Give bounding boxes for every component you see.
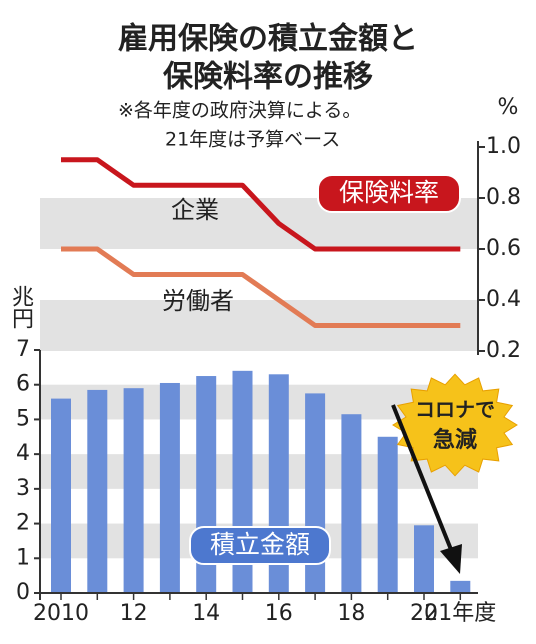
x-tick-label: 2010 <box>33 601 89 626</box>
bar <box>414 525 434 593</box>
x-tick-label: 12 <box>120 601 148 626</box>
bar <box>159 382 180 593</box>
bar <box>377 436 398 593</box>
y-tick-label: 0.4 <box>486 287 521 312</box>
title-line: 雇用保険の積立金額と <box>118 22 418 57</box>
chart-label: 積立金額 <box>210 530 310 559</box>
note-line: 21年度は予算ベース <box>165 129 340 151</box>
bar <box>87 389 108 593</box>
y-tick-label: 6 <box>16 372 30 397</box>
y-tick-label: 2 <box>16 511 30 536</box>
unit-label: 兆円 <box>8 285 33 329</box>
x-tick-label: 14 <box>192 601 220 626</box>
arrow-head <box>440 544 462 574</box>
x-tick-label: 18 <box>337 601 365 626</box>
label-box <box>189 526 331 565</box>
title-line: 保険料率の推移 <box>163 60 373 95</box>
arrow-shaft <box>391 404 454 553</box>
y-tick-label: 0.2 <box>486 338 521 363</box>
bar <box>341 414 362 593</box>
annotation: コロナで <box>415 398 495 422</box>
bar <box>450 580 471 593</box>
y-tick-label: 7 <box>16 337 30 362</box>
y-tick-label: 0.6 <box>486 236 521 261</box>
bar <box>51 398 71 593</box>
y-tick-label: 1 <box>16 545 30 570</box>
series-line <box>61 246 461 328</box>
y-tick-label: 0 <box>16 580 30 605</box>
x-tick-label: 21年度 <box>424 601 496 626</box>
y-tick-label: 1.0 <box>486 134 521 159</box>
note-line: ※各年度の政府決算による。 <box>118 100 361 122</box>
y-tick-label: 5 <box>16 406 30 431</box>
y-tick-label: 3 <box>16 476 30 501</box>
series-line <box>61 157 461 252</box>
series-label: 企業 <box>171 196 219 224</box>
x-tick-label: 16 <box>265 601 293 626</box>
y-tick-label: 0.8 <box>486 185 521 210</box>
y-tick-label: 4 <box>16 441 30 466</box>
chart-label: 保険料率 <box>339 178 439 207</box>
unit-label: % <box>498 95 519 120</box>
grid-band <box>40 454 478 489</box>
starburst <box>392 373 518 477</box>
bar <box>123 388 144 593</box>
label-box <box>317 174 461 213</box>
x-tick-label: 20 <box>410 601 438 626</box>
series-label: 労働者 <box>162 287 234 315</box>
annotation: 急減 <box>433 427 477 453</box>
